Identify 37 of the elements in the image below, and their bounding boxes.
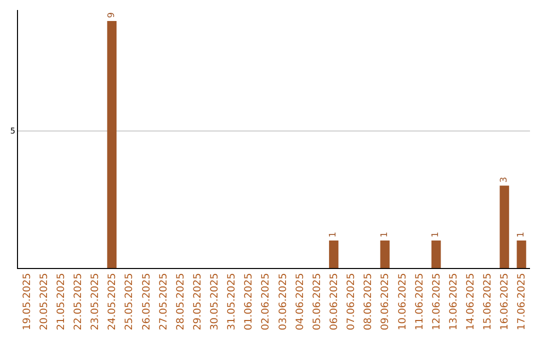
x-tick-label: 15.06.2025 xyxy=(482,273,494,330)
x-tick-label: 26.05.2025 xyxy=(141,273,152,330)
x-tick-label: 04.06.2025 xyxy=(294,273,306,330)
x-tick-label: 03.06.2025 xyxy=(278,273,289,330)
data-label: 1 xyxy=(516,232,526,238)
y-tick-label: 5 xyxy=(10,126,16,136)
data-label: 1 xyxy=(431,232,442,238)
x-tick-label: 07.06.2025 xyxy=(346,273,358,330)
x-tick-label: 23.05.2025 xyxy=(90,273,102,330)
x-tick-label: 11.06.2025 xyxy=(414,273,426,330)
x-tick-label: 30.05.2025 xyxy=(210,273,221,330)
data-label: 9 xyxy=(106,12,117,18)
x-tick-label: 24.05.2025 xyxy=(107,273,118,330)
x-tick-label: 14.06.2025 xyxy=(466,273,477,330)
x-tick-label: 05.06.2025 xyxy=(312,273,323,330)
x-tick-label: 09.06.2025 xyxy=(380,273,392,330)
data-label: 3 xyxy=(499,176,510,183)
x-tick-label: 25.05.2025 xyxy=(124,273,136,330)
data-label: 1 xyxy=(328,232,339,238)
x-tick-label: 28.05.2025 xyxy=(175,273,186,330)
x-tick-label: 02.06.2025 xyxy=(260,273,272,330)
x-tick-label: 22.05.2025 xyxy=(72,273,84,330)
x-tick-label: 08.06.2025 xyxy=(363,273,374,330)
x-tick-label: 21.05.2025 xyxy=(56,273,67,330)
x-tick-label: 16.06.2025 xyxy=(500,273,511,330)
x-tick-label: 29.05.2025 xyxy=(192,273,204,330)
data-label: 1 xyxy=(380,232,390,238)
x-tick-label: 27.05.2025 xyxy=(158,273,170,330)
x-tick-label: 31.05.2025 xyxy=(226,273,238,330)
x-tick-label: 10.06.2025 xyxy=(397,273,408,330)
x-tick-label: 01.06.2025 xyxy=(244,273,255,330)
x-tick-label: 13.06.2025 xyxy=(448,273,460,330)
x-tick-label: 17.06.2025 xyxy=(516,273,528,330)
x-tick-label: 12.06.2025 xyxy=(431,273,442,330)
x-tick-label: 19.05.2025 xyxy=(22,273,33,330)
x-tick-label: 20.05.2025 xyxy=(38,273,50,330)
x-tick-label: 06.06.2025 xyxy=(328,273,340,330)
